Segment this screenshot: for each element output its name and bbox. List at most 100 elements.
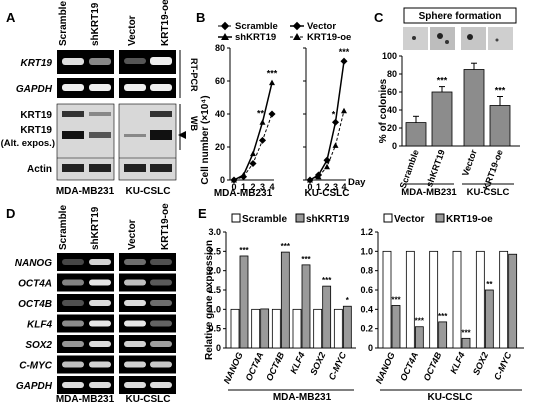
band (124, 259, 146, 265)
e-ylabel: Relative gene expression (204, 240, 215, 360)
gene-label: C-MYC (19, 361, 53, 372)
e-bar (475, 250, 485, 349)
e-xtick-label: OCT4B (264, 350, 286, 382)
band (89, 279, 111, 286)
e-ytick-label: 1.0 (208, 304, 221, 314)
e-ytick-label: 0 (216, 343, 221, 353)
e-xtick-label: C-MYC (492, 350, 514, 381)
e-xtick-label: KLF4 (288, 351, 307, 376)
gel-row-left (57, 253, 114, 271)
band (150, 382, 172, 388)
b-point (258, 136, 267, 144)
b-ylabel: Cell number (×10⁴) (200, 95, 211, 184)
e-bar (391, 305, 401, 349)
sphere-image (461, 27, 486, 50)
e-xtick-label: OCT4A (244, 351, 266, 383)
b-xtick-label: 4 (269, 182, 274, 192)
e-sig-mark: *** (461, 328, 471, 337)
d-col-shkrt19: shKRT19 (90, 206, 101, 250)
b-point (323, 156, 331, 164)
legend-e-krt19oe: KRT19-oe (446, 214, 493, 225)
band (62, 111, 84, 117)
e-bar (429, 250, 439, 349)
panel-a: Scramble shKRT19 Vector KRT19-oe (1, 0, 199, 197)
e-bar (508, 253, 518, 349)
col-label-scramble: Scramble (58, 1, 69, 46)
e-bar (438, 321, 448, 349)
legend-e-vector: Vector (394, 214, 425, 225)
e-bar (342, 305, 352, 349)
band (150, 259, 172, 265)
sphere-image (430, 27, 455, 50)
e-xtick-label: OCT4A (398, 351, 420, 383)
legend-box-krt19oe (435, 213, 445, 223)
e-xtick-label: NANOG (374, 351, 397, 386)
e-ytick-label: 3.0 (208, 227, 221, 237)
e-ytick-label: 1.0 (360, 246, 373, 256)
row-label-krt19-wb: KRT19 (20, 110, 52, 121)
legend-box-scramble (231, 213, 241, 223)
b-ytick-label: 80 (215, 43, 225, 53)
band (89, 58, 111, 65)
band (89, 341, 111, 347)
panel-d: Scramble shKRT19 Vector KRT19-oe NANOG OC… (15, 203, 176, 405)
e-xtick-label: SOX2 (471, 351, 490, 377)
c-xtick-label: Vector (460, 148, 479, 178)
e-xtick-label: C-MYC (327, 350, 349, 381)
e-ytick-label: 2.0 (208, 266, 221, 276)
band (62, 58, 84, 65)
band (124, 84, 146, 91)
band (62, 382, 84, 388)
band (89, 361, 111, 368)
band (124, 164, 146, 172)
band (62, 320, 84, 327)
panel-label-c: C (374, 10, 384, 25)
e-xtick-label: KLF4 (448, 351, 467, 376)
band (89, 112, 111, 116)
e-bar (251, 308, 261, 349)
b-xtick-label: 1 (316, 182, 321, 192)
e-ytick-label: 0 (368, 343, 373, 353)
side-label-wb: WB (189, 116, 199, 131)
b-xtick-label: 2 (250, 182, 255, 192)
gene-label: GAPDH (16, 381, 53, 392)
b-ytick-label: 20 (215, 142, 225, 152)
d-cellline-mda: MDA-MB231 (56, 394, 115, 405)
d-col-vector: Vector (127, 219, 138, 250)
c-ytick-label: 80 (387, 69, 397, 79)
panel-c: Sphere formation % of colonies 0 20 40 60 80… (378, 7, 520, 198)
c-group-label: MDA-MB231 (401, 187, 457, 198)
cellline-label-ku: KU-CSLC (126, 186, 171, 197)
b-point (269, 79, 275, 86)
c-bar (431, 91, 453, 147)
c-xtick-label: shKRT19 (424, 148, 447, 188)
band (150, 57, 172, 65)
legend-krt19oe: KRT19-oe (307, 32, 351, 43)
legend-e-scramble: Scramble (242, 214, 287, 225)
legend-marker-krt19oe (293, 33, 301, 40)
gene-label: SOX2 (25, 340, 52, 351)
e-sig-mark: *** (301, 255, 311, 264)
row-label-actin: Actin (27, 164, 52, 175)
legend-marker-vector (292, 21, 302, 31)
e-sig-mark: *** (281, 242, 291, 251)
e-bar (382, 250, 392, 349)
c-header: Sphere formation (419, 11, 502, 22)
b-xtick-label: 0 (307, 182, 312, 192)
gene-label: KLF4 (27, 320, 52, 331)
e-ytick-label: 0.5 (208, 324, 221, 334)
e-ytick-label: 0.2 (360, 324, 373, 334)
c-header-box (403, 7, 517, 24)
c-bar (405, 122, 427, 147)
c-sig-mark: *** (437, 76, 448, 86)
panel-label-e: E (198, 206, 207, 221)
e-xtick-label: OCT4B (422, 350, 444, 382)
band (150, 130, 172, 140)
b-xtick-label: 0 (231, 182, 236, 192)
b-sig-mark: * (332, 109, 336, 119)
gel-row-left (57, 294, 114, 312)
col-label-krt19oe: KRT19-oe (160, 0, 171, 46)
e-sig-mark: *** (391, 295, 401, 304)
gene-label: OCT4B (18, 299, 52, 310)
gene-label: OCT4A (18, 279, 52, 290)
